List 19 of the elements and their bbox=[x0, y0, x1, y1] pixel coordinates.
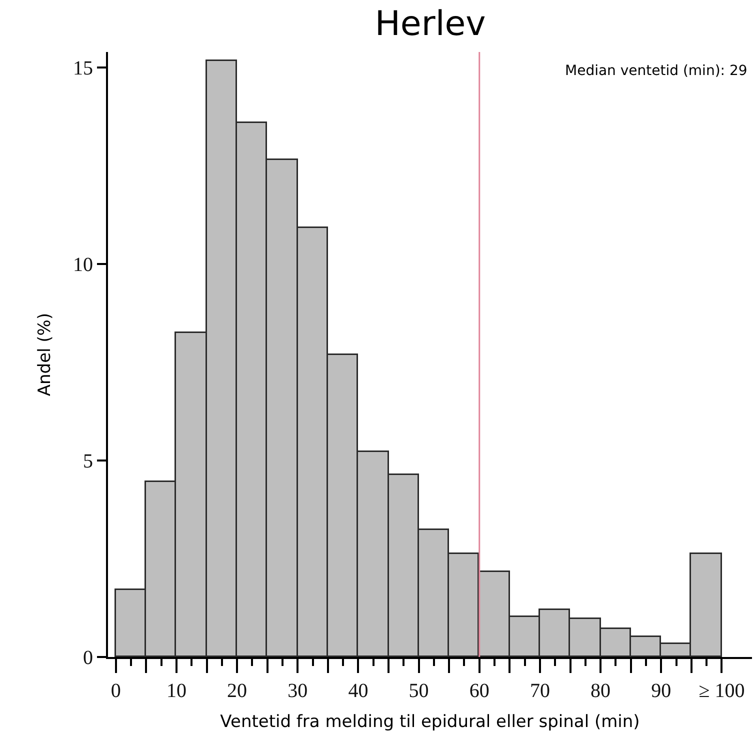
x-tick-label: 20 bbox=[227, 680, 248, 702]
x-tick-label: 70 bbox=[530, 680, 550, 702]
x-tick-label: 90 bbox=[651, 680, 672, 702]
y-axis-title: Andel (%) bbox=[35, 312, 56, 396]
x-tick-label: 40 bbox=[348, 680, 368, 702]
y-tick-label: 0 bbox=[83, 647, 93, 669]
x-tick-label: 30 bbox=[288, 680, 308, 702]
x-tick-label: 80 bbox=[590, 680, 611, 702]
y-tick-label: 15 bbox=[73, 58, 93, 80]
y-tick-label: 10 bbox=[73, 254, 93, 276]
x-tick-label: 60 bbox=[469, 680, 490, 702]
x-tick-label: ≥ 100 bbox=[698, 680, 745, 702]
y-tick-label: 5 bbox=[83, 450, 93, 473]
x-tick-label: 10 bbox=[166, 680, 186, 702]
annotation: Median ventetid (min): 29 bbox=[565, 63, 748, 79]
chart-title: Herlev bbox=[374, 4, 486, 44]
x-axis-title: Ventetid fra melding til epidural eller spinal (min) bbox=[220, 712, 640, 732]
x-tick-label: 0 bbox=[110, 680, 121, 702]
x-tick-label: 50 bbox=[408, 680, 429, 702]
